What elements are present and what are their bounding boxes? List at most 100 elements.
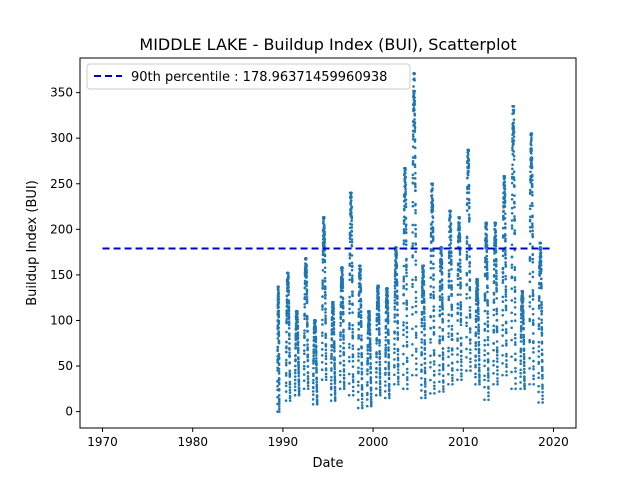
data-point [302, 387, 306, 391]
data-point [505, 359, 508, 362]
data-point [456, 267, 460, 271]
data-point [459, 343, 463, 347]
data-point [360, 376, 364, 380]
data-point [366, 359, 369, 362]
data-point [456, 319, 459, 322]
data-point [396, 356, 400, 360]
data-point [395, 282, 399, 285]
data-point [465, 369, 468, 372]
data-point [359, 284, 362, 287]
data-point [539, 241, 543, 245]
data-point [532, 332, 535, 335]
y-tick-label: 350 [50, 86, 73, 100]
data-point [441, 338, 445, 342]
data-point [288, 334, 291, 337]
data-point [296, 349, 300, 352]
data-point [504, 330, 508, 334]
data-point [314, 351, 318, 355]
data-point [503, 190, 506, 193]
data-point [538, 286, 541, 290]
data-point [541, 401, 544, 404]
data-point [467, 159, 471, 162]
data-point [393, 351, 396, 355]
data-point [514, 358, 517, 362]
data-point [404, 175, 407, 179]
data-point [531, 275, 535, 279]
data-point [460, 360, 463, 364]
data-point [456, 337, 459, 341]
data-point [333, 389, 337, 392]
data-point [513, 205, 516, 209]
data-point [477, 357, 481, 361]
data-point [277, 305, 280, 309]
data-point [341, 289, 345, 293]
legend: 90th percentile : 178.96371459960938 [86, 63, 411, 90]
data-point [357, 335, 361, 339]
data-point [519, 359, 523, 362]
data-point [512, 170, 516, 173]
data-point [429, 249, 433, 252]
data-point [431, 230, 435, 234]
data-point [512, 139, 516, 142]
data-point [402, 362, 405, 366]
data-point [284, 390, 288, 393]
data-point [459, 277, 462, 280]
data-point [432, 325, 436, 329]
data-point [357, 371, 360, 375]
data-point [320, 378, 324, 382]
data-point [305, 293, 309, 296]
data-point [504, 290, 508, 294]
data-point [369, 386, 373, 389]
data-point [287, 332, 291, 335]
data-point [432, 314, 436, 318]
data-point [422, 290, 426, 293]
data-point [519, 362, 522, 365]
data-point [341, 301, 345, 305]
data-point [393, 292, 397, 296]
data-point [467, 191, 471, 194]
data-point [333, 399, 337, 402]
data-point [420, 346, 423, 349]
data-point [503, 199, 507, 203]
data-point [332, 317, 336, 321]
data-point [323, 240, 326, 244]
data-point [305, 257, 308, 260]
data-point [277, 357, 281, 361]
data-point [284, 374, 288, 377]
data-point [485, 224, 488, 228]
data-point [392, 382, 396, 386]
data-point [530, 136, 533, 140]
data-point [288, 348, 291, 351]
y-tick-label: 250 [50, 177, 73, 191]
data-point [306, 380, 310, 383]
data-point [315, 370, 318, 373]
data-point [396, 326, 400, 330]
data-point [396, 303, 399, 306]
data-point [303, 286, 307, 290]
data-point [477, 317, 480, 320]
data-point [494, 244, 498, 248]
data-point [459, 308, 462, 311]
data-point [414, 278, 418, 282]
data-point [468, 314, 472, 317]
data-point [323, 254, 327, 257]
data-point [369, 349, 372, 352]
data-point [441, 308, 444, 311]
data-point [288, 391, 292, 395]
data-point [441, 356, 445, 360]
data-point [522, 318, 525, 321]
data-point [483, 364, 486, 368]
data-point [501, 249, 505, 253]
data-point [351, 344, 355, 348]
data-point [324, 311, 327, 314]
data-point [459, 354, 463, 358]
data-point [285, 309, 289, 312]
x-tick-label: 1970 [87, 435, 118, 449]
data-point [297, 387, 301, 390]
data-point [477, 343, 481, 346]
data-point [404, 240, 408, 243]
data-point [522, 310, 525, 313]
data-point [522, 315, 525, 318]
data-point [393, 330, 396, 333]
data-point [528, 340, 531, 344]
